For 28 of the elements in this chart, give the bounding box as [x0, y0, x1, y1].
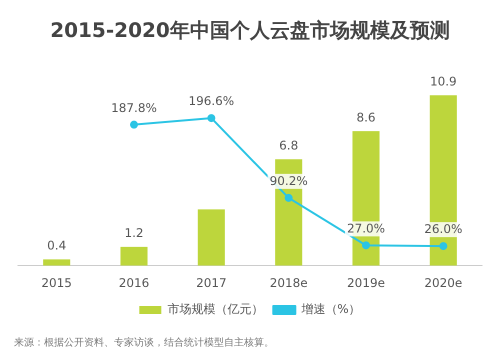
x-tick-label: 2016	[118, 276, 150, 290]
x-tick-label: 2018e	[270, 276, 308, 290]
data-label: 187.8%	[111, 100, 157, 115]
x-tick-label: 2020e	[424, 276, 462, 290]
data-label: 6.8	[279, 138, 298, 152]
legend-label: 市场规模（亿元）	[167, 302, 264, 316]
data-label: 27.0%	[346, 221, 386, 236]
bar	[43, 259, 70, 266]
point	[130, 120, 138, 129]
point	[439, 242, 448, 250]
point	[207, 114, 216, 122]
data-label: 26.0%	[424, 222, 462, 236]
point	[284, 194, 293, 202]
source-note: 来源：根据公开资料、专家访谈，结合统计模型自主核算。	[14, 336, 274, 349]
x-tick-label: 2015	[41, 276, 72, 290]
data-label: 196.6%	[188, 94, 234, 108]
point	[362, 241, 370, 250]
bar	[120, 246, 148, 266]
data-label: 90.2%	[270, 174, 308, 188]
data-label: 8.6	[356, 110, 376, 124]
legend-label: 增速（%）	[300, 302, 361, 316]
x-tick-label: 2017	[196, 276, 227, 290]
x-tick-label: 2019e	[347, 276, 385, 290]
data-label: 1.2	[124, 226, 144, 240]
chart-title: 2015-2020年中国个人云盘市场规模及预测	[50, 18, 450, 42]
data-label: 0.4	[47, 238, 66, 252]
bar	[198, 209, 225, 266]
data-label: 10.9	[430, 74, 457, 88]
